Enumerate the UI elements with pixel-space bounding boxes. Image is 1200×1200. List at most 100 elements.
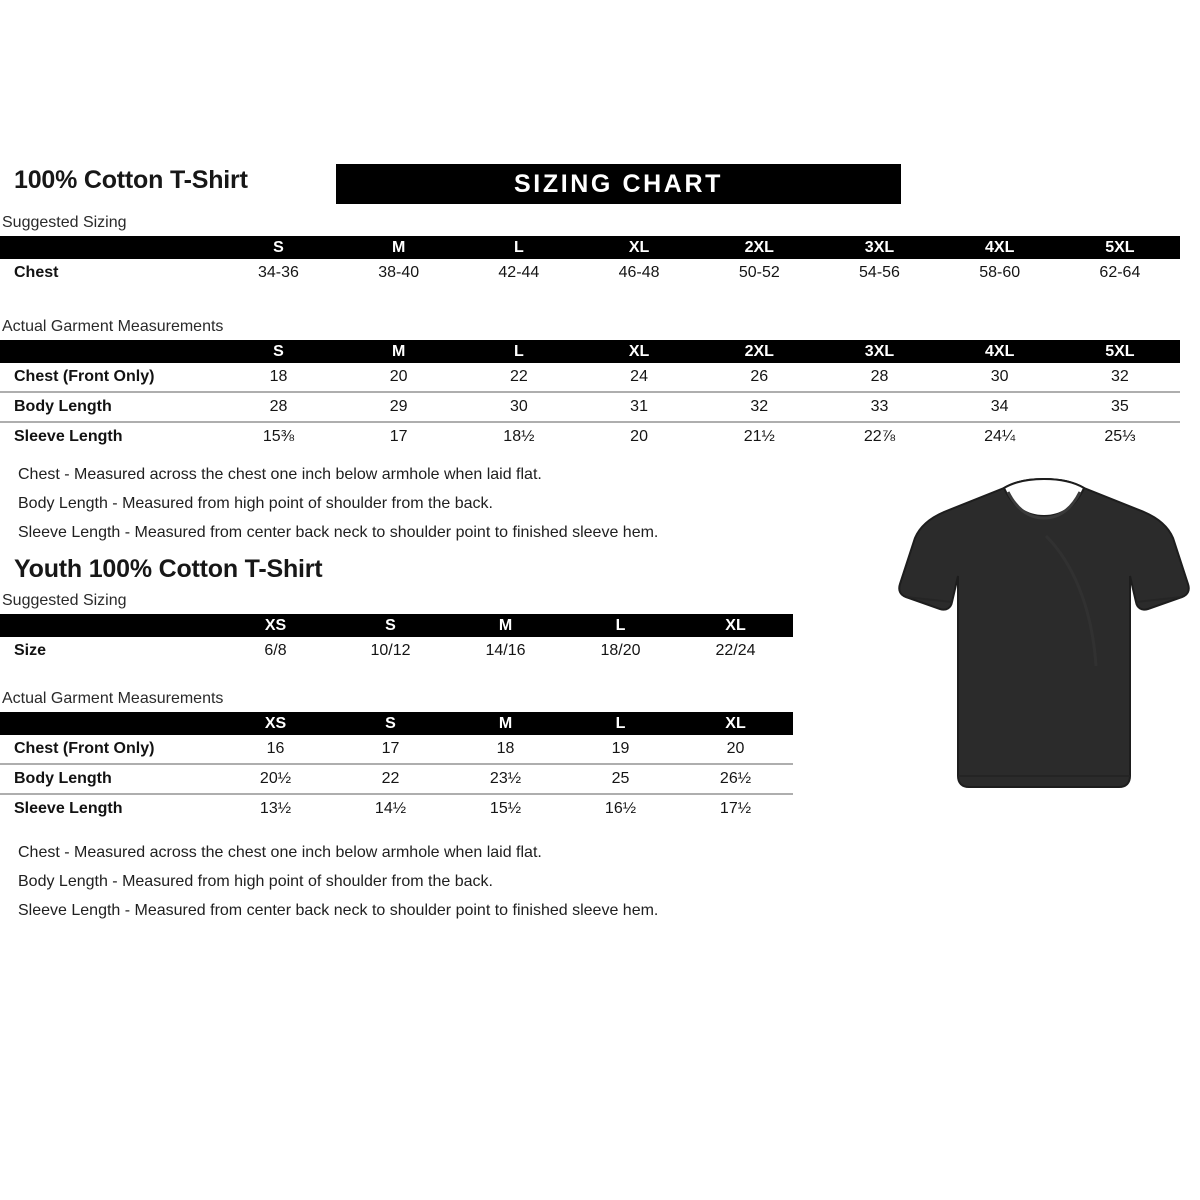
table-header-row: XS S M L XL [0,614,793,637]
table-cell: 28 [218,391,339,422]
table-cell: 31 [578,391,700,422]
table-cell: 22 [333,763,448,794]
table-row: Body Length 28 29 30 31 32 33 34 35 [0,391,1180,422]
table-cell: 17 [381,740,400,757]
table-cell: 46-48 [618,264,660,281]
table-cell: 15½ [448,793,563,823]
table-cell: 24 [630,368,648,385]
table-cell: 25⅓ [1059,421,1180,451]
table-cell: 25 [563,763,678,794]
column-header: 3XL [864,238,895,256]
table-cell: 38-40 [378,264,420,281]
row-label: Body Length [0,391,219,422]
adult-measurement-notes: Chest - Measured across the chest one in… [18,460,658,547]
table-row: Chest (Front Only) 16 17 18 19 20 [0,735,793,764]
table-cell: 32 [699,391,820,422]
youth-garment-caption: Actual Garment Measurements [2,690,224,707]
column-header: XL [628,238,650,256]
column-header: L [615,616,626,634]
note-chest: Chest - Measured across the chest one in… [18,466,542,483]
column-header: M [392,342,406,360]
table-cell: 24¼ [939,421,1060,451]
table-row: Sleeve Length 13½ 14½ 15½ 16½ 17½ [0,793,793,823]
youth-suggested-sizing-table: XS S M L XL Size 6/8 10/12 14/16 18/20 2… [0,614,793,665]
row-label: Size [14,642,47,659]
adult-suggested-sizing-table: S M L XL 2XL 3XL 4XL 5XL Chest 34-36 38-… [0,236,1180,287]
youth-suggested-caption: Suggested Sizing [2,592,127,609]
table-header-row: XS S M L XL [0,712,793,735]
table-cell: 20 [726,740,745,757]
table-cell: 18/20 [600,642,641,659]
table-cell: 17½ [678,793,793,823]
tshirt-illustration [896,476,1192,801]
note-body-length: Body Length - Measured from high point o… [18,495,493,512]
sizing-chart-banner: SIZING CHART [336,164,901,204]
row-label: Sleeve Length [0,421,219,451]
table-cell: 26½ [678,763,793,794]
table-cell: 22⅞ [819,421,940,451]
column-header: S [385,616,396,634]
note-chest: Chest - Measured across the chest one in… [18,844,542,861]
column-header: L [615,714,626,732]
column-header: 2XL [744,342,774,360]
column-header: 4XL [985,238,1015,256]
table-row: Chest (Front Only) 18 20 22 24 26 28 30 … [0,363,1180,392]
table-cell: 29 [338,391,459,422]
column-header: XL [725,616,746,634]
table-row: Chest 34-36 38-40 42-44 46-48 50-52 54-5… [0,259,1180,287]
table-cell: 30 [458,391,579,422]
youth-section-title: Youth 100% Cotton T-Shirt [14,555,323,583]
table-cell: 6/8 [264,642,287,659]
table-cell: 22/24 [715,642,756,659]
table-cell: 32 [1110,368,1129,385]
table-cell: 18½ [458,421,579,451]
table-cell: 50-52 [738,264,780,281]
row-label: Body Length [0,763,218,794]
table-header-row: S M L XL 2XL 3XL 4XL 5XL [0,340,1180,363]
column-header: L [513,238,524,256]
table-cell: 28 [870,368,889,385]
column-header: L [513,342,524,360]
column-header: XL [725,714,746,732]
adult-suggested-caption: Suggested Sizing [2,214,127,231]
column-header: M [498,714,513,732]
adult-garment-caption: Actual Garment Measurements [2,318,224,335]
table-cell: 30 [990,368,1009,385]
note-body-length: Body Length - Measured from high point o… [18,873,493,890]
column-header: 5XL [1105,238,1135,256]
table-cell: 34-36 [258,264,299,281]
note-sleeve-length: Sleeve Length - Measured from center bac… [18,902,659,919]
sizing-chart-banner-label: SIZING CHART [514,169,723,198]
column-header: XS [264,616,287,634]
table-cell: 14½ [333,793,448,823]
adult-section-title: 100% Cotton T-Shirt [14,166,248,194]
table-cell: 34 [939,391,1060,422]
table-cell: 23½ [448,763,563,794]
table-cell: 15⅜ [218,421,339,451]
table-cell: 18 [496,740,515,757]
youth-measurement-notes: Chest - Measured across the chest one in… [18,838,658,925]
adult-title-row: 100% Cotton T-Shirt SIZING CHART [14,164,1186,206]
table-cell: 18 [269,368,288,385]
table-cell: 33 [819,391,940,422]
column-header-rowlabel [0,340,218,363]
table-cell: 16 [266,740,285,757]
column-header: 2XL [744,238,774,256]
note-sleeve-length: Sleeve Length - Measured from center bac… [18,524,659,541]
table-cell: 62-64 [1099,264,1141,281]
table-row: Size 6/8 10/12 14/16 18/20 22/24 [0,637,793,665]
table-cell: 20½ [218,763,333,794]
table-cell: 10/12 [370,642,411,659]
adult-garment-measurements-table: S M L XL 2XL 3XL 4XL 5XL Chest (Front On… [0,340,1180,451]
column-header: S [273,238,284,256]
youth-garment-measurements-table: XS S M L XL Chest (Front Only) 16 17 18 … [0,712,793,823]
row-label: Sleeve Length [0,793,218,823]
table-header-row: S M L XL 2XL 3XL 4XL 5XL [0,236,1180,259]
table-cell: 14/16 [485,642,526,659]
table-cell: 20 [389,368,408,385]
table-cell: 54-56 [859,264,900,281]
table-cell: 19 [611,740,630,757]
column-header: 3XL [864,342,895,360]
column-header-rowlabel [0,236,218,259]
